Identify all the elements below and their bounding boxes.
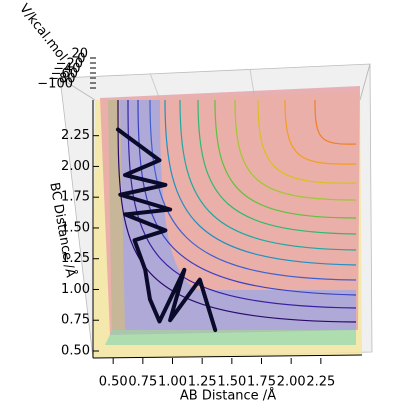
- z-axis-label: V/kcal.mol: [16, 1, 70, 64]
- z-tick-label: −60: [51, 67, 78, 82]
- y-tick-label: 1.00: [61, 282, 90, 297]
- surface: [59, 63, 373, 359]
- z-tick-label: −20: [56, 57, 83, 72]
- x-tick-label: 0.75: [128, 375, 157, 390]
- x-tick-label: 2.00: [277, 375, 306, 390]
- z-tick-label: −100: [37, 77, 73, 92]
- y-tick-label: 0.50: [61, 343, 90, 358]
- y-tick-label: 1.75: [61, 190, 90, 205]
- trajectory: [115, 127, 218, 333]
- x-tick-label: 1.00: [158, 375, 187, 390]
- z-tick-label: 0: [77, 52, 85, 67]
- z-tick-label: 20: [71, 47, 88, 62]
- y-tick-label: 2.00: [61, 159, 90, 174]
- y-tick-label: 1.50: [61, 220, 90, 235]
- x-tick-label: 1.50: [217, 375, 246, 390]
- x-tick-label: 2.25: [306, 375, 335, 390]
- x-axis-label: AB Distance /Å: [180, 388, 276, 404]
- y-tick-label: 2.25: [61, 128, 90, 143]
- x-tick-label: 1.75: [247, 375, 276, 390]
- y-tick-label: 1.25: [61, 251, 90, 266]
- x-tick-label: 1.25: [188, 375, 217, 390]
- z-tick-label: −40: [53, 62, 80, 77]
- x-tick-label: 0.50: [99, 375, 128, 390]
- y-tick-label: 0.75: [61, 313, 90, 328]
- z-tick-label: −80: [48, 72, 75, 87]
